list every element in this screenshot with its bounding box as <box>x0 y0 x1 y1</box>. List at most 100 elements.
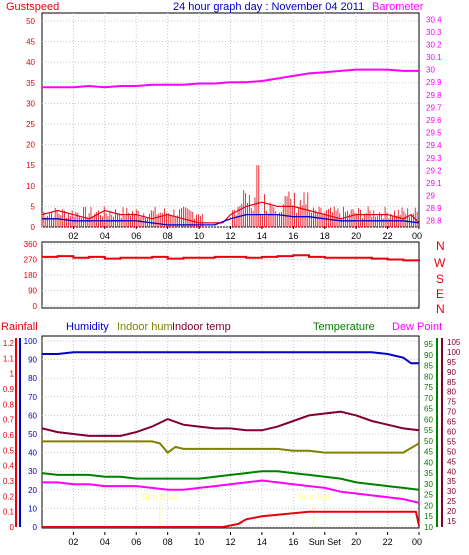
baro-tick-0: 28.8 <box>426 217 442 226</box>
hum-tick-8: 80 <box>28 374 37 383</box>
dew-tick-8: 55 <box>447 437 456 446</box>
p3-xtick-3: 08 <box>163 537 173 547</box>
gust-tick-5: 25 <box>26 120 35 129</box>
compass-e: E <box>436 287 444 301</box>
baro-tick-10: 29.8 <box>426 91 442 100</box>
windspeed-line <box>42 213 420 226</box>
p3-xtick-0: 02 <box>68 537 78 547</box>
gust-tick-3: 15 <box>26 161 35 170</box>
sunset-label: Sun Set <box>298 492 331 502</box>
p3-xtick-8: Sun Set <box>309 537 342 547</box>
series-dew-point <box>42 479 420 504</box>
rain-tick-2: 0.2 <box>3 492 15 501</box>
p1-xtick-0: 02 <box>68 231 78 241</box>
baro-tick-13: 30.1 <box>426 53 442 62</box>
hum-tick-1: 10 <box>28 504 37 513</box>
legend-indoor-temp: Indoor temp <box>172 321 231 333</box>
series-humidity <box>42 351 419 365</box>
temp-tick-13: 75 <box>424 383 433 392</box>
compass-n-top: N <box>436 239 445 253</box>
legend-temperature: Temperature <box>313 321 375 333</box>
rain-tick-5: 0.5 <box>3 446 15 455</box>
dew-tick-1: 20 <box>447 507 456 516</box>
rain-tick-11: 1.1 <box>3 354 15 363</box>
series-rainfall <box>42 510 420 528</box>
temp-tick-1: 15 <box>424 512 433 521</box>
p1-xtick-1: 04 <box>100 231 110 241</box>
rain-tick-3: 0.3 <box>3 477 15 486</box>
gust-tick-6: 30 <box>26 99 35 108</box>
legend-dewpoint: Dew Point <box>392 321 442 333</box>
dew-tick-15: 90 <box>447 368 456 377</box>
gust-tick-7: 35 <box>26 79 35 88</box>
compass-w: W <box>434 256 446 270</box>
dew-tick-9: 60 <box>447 428 456 437</box>
compass-s: S <box>436 272 444 286</box>
temp-tick-5: 35 <box>424 469 433 478</box>
baro-tick-8: 29.6 <box>426 116 442 125</box>
legend-rainfall: Rainfall <box>1 321 38 333</box>
panel-temp-humidity: Sun Rise Sun Set 00.10.20.30.40.50.60.70… <box>3 335 461 547</box>
dew-tick-11: 70 <box>447 408 456 417</box>
p3-xtick-7: 16 <box>288 537 298 547</box>
temp-tick-11: 65 <box>424 405 433 414</box>
hum-tick-0: 0 <box>33 523 38 532</box>
temp-tick-10: 60 <box>424 415 433 424</box>
p1-xtick-2: 06 <box>131 231 141 241</box>
baro-title: Barometer <box>372 1 424 13</box>
baro-tick-7: 29.5 <box>426 129 442 138</box>
dir-tick-4: 360 <box>24 240 38 249</box>
panel1-right-ticks: 28.8 28.9 29 29.1 29.2 29.3 29.4 29.5 29.6 29.7 29… <box>426 15 442 225</box>
rain-tick-9: 0.9 <box>3 385 15 394</box>
gust-tick-2: 10 <box>26 182 35 191</box>
gust-tick-8: 40 <box>26 58 35 67</box>
baro-tick-3: 29.1 <box>426 179 442 188</box>
p3-xtick-10: 22 <box>383 537 393 547</box>
compass-labels: N W S E N <box>434 239 446 316</box>
baro-tick-2: 29 <box>426 192 435 201</box>
gust-tick-10: 50 <box>26 17 35 26</box>
p1-xtick-9: 20 <box>351 231 361 241</box>
dew-tick-13: 80 <box>447 388 456 397</box>
baro-tick-5: 29.3 <box>426 154 442 163</box>
rain-tick-7: 0.7 <box>3 416 15 425</box>
sunrise-label: Sun Rise <box>142 492 179 502</box>
panel1-left-ticks: 0 5 10 15 20 25 30 35 40 45 50 <box>26 17 35 232</box>
p3-xtick-5: 12 <box>225 537 235 547</box>
p3-xtick-4: 10 <box>194 537 204 547</box>
humidity-axis-ticks: 0 10 20 30 40 50 60 70 80 90 100 <box>19 337 38 532</box>
panel3-legend: Rainfall Humidity Indoor hum Indoor temp… <box>1 321 442 333</box>
dew-tick-7: 50 <box>447 447 456 456</box>
p1-xtick-3: 08 <box>163 231 173 241</box>
hum-tick-2: 20 <box>28 486 37 495</box>
dew-tick-5: 40 <box>447 467 456 476</box>
p3-xtick-11: 00 <box>412 537 422 547</box>
rain-tick-12: 1.2 <box>3 339 15 348</box>
panel3-x-ticks: 02 04 06 08 10 12 14 16 Sun Set 20 22 00 <box>68 532 422 547</box>
baro-tick-16: 30.4 <box>426 15 442 24</box>
gust-title: Gustspeed <box>6 1 59 13</box>
rainfall-axis-ticks: 0 0.1 0.2 0.3 0.4 0.5 0.6 0.7 0.8 0.9 1 1.1 1.2 <box>3 338 17 532</box>
dir-tick-3: 270 <box>24 256 38 265</box>
panel-wind-direction: 0 90 180 270 360 N W S E N <box>24 239 446 316</box>
panel3-series <box>41 351 420 528</box>
series-temperature <box>41 470 420 491</box>
temp-tick-8: 50 <box>424 437 433 446</box>
panel1-frame <box>41 12 420 228</box>
p1-xtick-7: 16 <box>288 231 298 241</box>
dir-tick-2: 180 <box>24 271 38 280</box>
p1-xtick-11: 00 <box>412 231 422 241</box>
p3-xtick-1: 04 <box>100 537 110 547</box>
rain-tick-4: 0.4 <box>3 462 15 471</box>
baro-tick-6: 29.4 <box>426 141 442 150</box>
temp-tick-6: 40 <box>424 458 433 467</box>
p1-xtick-10: 22 <box>383 231 393 241</box>
temp-tick-4: 30 <box>424 480 433 489</box>
temp-tick-7: 45 <box>424 448 433 457</box>
temp-tick-15: 85 <box>424 362 433 371</box>
legend-humidity: Humidity <box>66 321 109 333</box>
hum-tick-9: 90 <box>28 356 37 365</box>
